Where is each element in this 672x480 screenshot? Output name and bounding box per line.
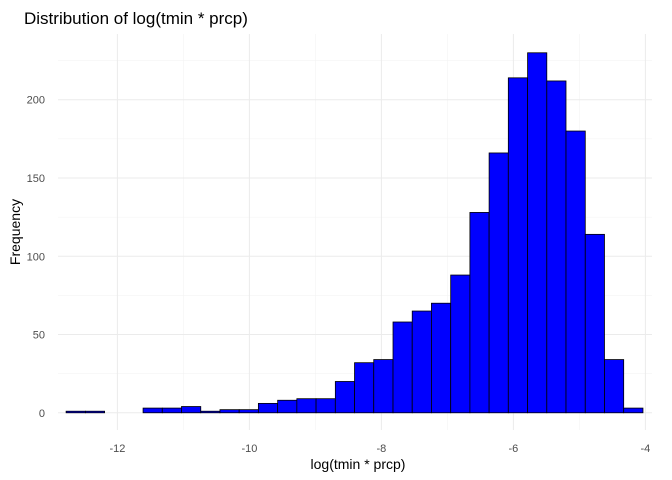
- x-tick-label: -12: [109, 443, 125, 455]
- histogram-bar: [334, 381, 355, 414]
- histogram-bar: [257, 402, 279, 414]
- y-tick-label: 100: [27, 251, 45, 263]
- histogram-bar: [354, 362, 375, 414]
- histogram-bar: [84, 410, 105, 414]
- histogram-bar: [142, 407, 163, 414]
- histogram-bar: [546, 80, 567, 414]
- histogram-bar: [392, 321, 413, 414]
- x-tick-label: -10: [241, 443, 257, 455]
- histogram-bar: [181, 406, 202, 414]
- histogram-bar: [161, 407, 182, 414]
- histogram-bar: [65, 410, 86, 414]
- x-tick-labels: -12 -10 -8 -6 -4: [109, 443, 650, 455]
- bars-layer: [65, 52, 644, 414]
- histogram-bar: [488, 152, 509, 414]
- histogram-bar: [431, 302, 452, 414]
- histogram-bar: [238, 409, 259, 414]
- histogram-bar: [450, 274, 471, 414]
- histogram-bar: [604, 359, 625, 414]
- histogram-bar: [527, 52, 548, 414]
- histogram-bar: [411, 310, 432, 414]
- histogram-bar: [469, 212, 490, 414]
- histogram-bar: [373, 359, 394, 414]
- histogram-bar: [296, 398, 317, 414]
- histogram-bar: [200, 410, 221, 414]
- x-tick-label: -6: [509, 443, 519, 455]
- histogram-bar: [623, 407, 644, 414]
- x-tick-label: -4: [641, 443, 651, 455]
- histogram-bar: [219, 409, 240, 414]
- histogram-bar: [315, 398, 336, 414]
- histogram-bar: [507, 77, 528, 414]
- y-tick-labels: 0 50 100 150 200: [27, 95, 45, 420]
- histogram-bar: [565, 130, 586, 414]
- y-tick-label: 200: [27, 95, 45, 107]
- y-axis-title: Frequency: [7, 199, 23, 265]
- x-axis-title: log(tmin * prcp): [311, 456, 406, 472]
- y-tick-label: 0: [39, 408, 45, 420]
- y-tick-label: 150: [27, 173, 45, 185]
- x-tick-label: -8: [377, 443, 387, 455]
- chart-title: Distribution of log(tmin * prcp): [24, 9, 248, 28]
- y-tick-label: 50: [33, 330, 45, 342]
- histogram-bar: [277, 399, 298, 414]
- histogram-bar: [584, 233, 605, 414]
